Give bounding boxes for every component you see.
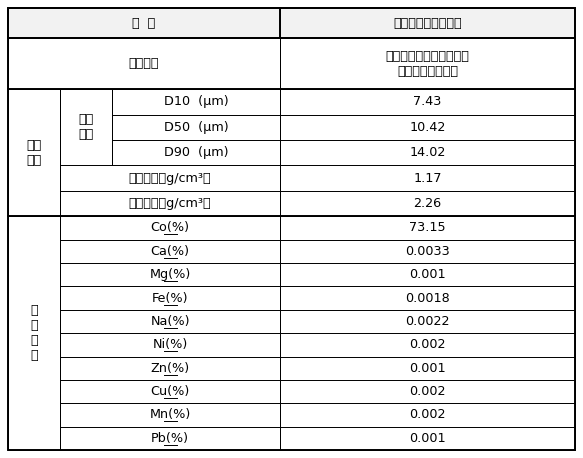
Text: 物理
性能: 物理 性能: [26, 139, 41, 167]
Bar: [60, 263, 280, 286]
Text: Co(%): Co(%): [150, 222, 189, 234]
Bar: [280, 403, 575, 427]
Bar: [8, 8, 575, 38]
Bar: [60, 380, 280, 403]
Text: Zn(%): Zn(%): [150, 362, 189, 375]
Bar: [60, 286, 280, 310]
Bar: [280, 191, 575, 216]
Bar: [280, 240, 575, 263]
Bar: [280, 263, 575, 286]
Bar: [280, 427, 575, 450]
Text: 质量要求、检测结果: 质量要求、检测结果: [393, 17, 462, 30]
Text: 化
学
成
份: 化 学 成 份: [30, 304, 38, 362]
Text: 0.001: 0.001: [409, 432, 446, 445]
Bar: [280, 380, 575, 403]
Bar: [60, 427, 280, 450]
Text: 激光
粒度: 激光 粒度: [78, 114, 94, 142]
Text: Na(%): Na(%): [150, 315, 189, 328]
Text: 项  目: 项 目: [132, 17, 156, 30]
Text: 0.0033: 0.0033: [405, 245, 450, 258]
Bar: [8, 216, 575, 450]
Bar: [8, 89, 575, 216]
Text: 松装密度（g/cm³）: 松装密度（g/cm³）: [129, 172, 211, 185]
Bar: [60, 310, 280, 333]
Bar: [280, 216, 575, 240]
Text: D90  (μm): D90 (μm): [164, 146, 229, 159]
Bar: [280, 38, 575, 89]
Bar: [60, 191, 280, 216]
Text: 0.002: 0.002: [409, 409, 446, 421]
Bar: [280, 114, 575, 140]
Text: 表观质量: 表观质量: [129, 57, 159, 71]
Text: 灰黑色粉末，干燥洁净无
夹杂物，色泽一致: 灰黑色粉末，干燥洁净无 夹杂物，色泽一致: [385, 50, 469, 78]
Text: 0.0022: 0.0022: [405, 315, 449, 328]
Bar: [112, 140, 280, 165]
Text: Cu(%): Cu(%): [150, 385, 189, 398]
Text: 0.002: 0.002: [409, 338, 446, 351]
Text: Fe(%): Fe(%): [152, 292, 188, 305]
Bar: [280, 286, 575, 310]
Text: 0.0018: 0.0018: [405, 292, 450, 305]
Bar: [60, 165, 280, 191]
Text: Ca(%): Ca(%): [150, 245, 189, 258]
Bar: [8, 38, 575, 89]
Text: 2.26: 2.26: [413, 197, 441, 210]
Bar: [280, 356, 575, 380]
Bar: [60, 89, 112, 165]
Bar: [60, 216, 280, 240]
Text: 0.001: 0.001: [409, 362, 446, 375]
Text: 14.02: 14.02: [409, 146, 445, 159]
Text: 7.43: 7.43: [413, 95, 442, 109]
Text: Pb(%): Pb(%): [151, 432, 189, 445]
Text: Ni(%): Ni(%): [152, 338, 188, 351]
Bar: [60, 333, 280, 356]
Bar: [60, 356, 280, 380]
Bar: [112, 89, 280, 114]
Bar: [280, 140, 575, 165]
Text: 1.17: 1.17: [413, 172, 442, 185]
Bar: [60, 403, 280, 427]
Bar: [280, 333, 575, 356]
Text: 0.002: 0.002: [409, 385, 446, 398]
Text: 10.42: 10.42: [409, 121, 445, 134]
Bar: [280, 8, 575, 38]
Text: 振实密度（g/cm³）: 振实密度（g/cm³）: [129, 197, 211, 210]
Text: D50  (μm): D50 (μm): [164, 121, 229, 134]
Text: D10  (μm): D10 (μm): [164, 95, 229, 109]
Bar: [112, 114, 280, 140]
Bar: [8, 89, 60, 216]
Text: Mn(%): Mn(%): [149, 409, 191, 421]
Bar: [280, 310, 575, 333]
Bar: [8, 8, 280, 38]
Bar: [280, 165, 575, 191]
Bar: [8, 38, 280, 89]
Bar: [280, 89, 575, 114]
Text: 0.001: 0.001: [409, 268, 446, 281]
Bar: [8, 216, 60, 450]
Bar: [60, 240, 280, 263]
Text: Mg(%): Mg(%): [149, 268, 191, 281]
Text: 73.15: 73.15: [409, 222, 446, 234]
